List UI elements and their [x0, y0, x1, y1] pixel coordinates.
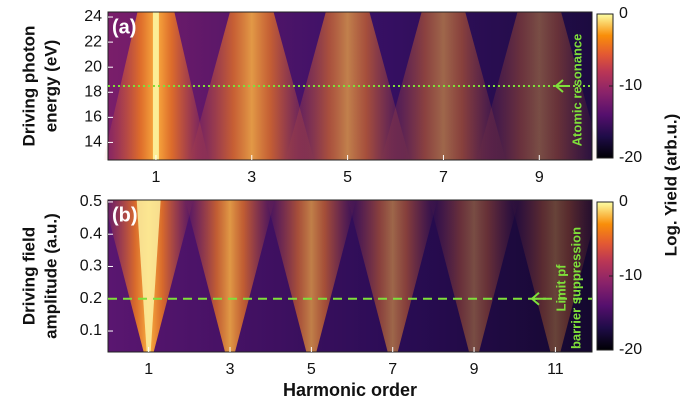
annotation-arrow: [554, 79, 570, 93]
harmonic-plume: [266, 200, 357, 352]
x-tick-label: 1: [151, 169, 160, 186]
y-tick-label: 20: [84, 58, 102, 75]
x-tick-label: 1: [144, 361, 153, 378]
y-tick-label: 22: [84, 33, 102, 50]
colorbar-label: Log. Yield (arb.u.): [661, 114, 680, 257]
x-tick-label: 9: [535, 169, 544, 186]
harmonic-plume: [510, 200, 601, 352]
colorbar-tick-label: -20: [619, 149, 642, 166]
colorbar-tick-label: -10: [619, 267, 642, 284]
x-tick-label: 3: [226, 361, 235, 378]
x-axis-label: Harmonic order: [283, 380, 417, 400]
x-tick-label: 11: [547, 361, 564, 378]
x-tick-label: 3: [247, 169, 256, 186]
y-tick-label: 0.3: [80, 258, 102, 275]
y-axis-label: energy (eV): [41, 40, 60, 133]
x-tick-label: 5: [343, 169, 352, 186]
annotation: barrier suppression: [568, 227, 583, 349]
annotation: Atomic resonance: [569, 34, 584, 147]
annotation: Limit pf: [553, 264, 568, 312]
x-tick-label: 5: [307, 361, 316, 378]
y-tick-label: 0.1: [80, 322, 102, 339]
colorbar-tick-label: -10: [619, 77, 642, 94]
harmonic-plume: [185, 200, 275, 352]
annotation-arrow: [530, 291, 546, 306]
y-tick-label: 14: [84, 134, 102, 151]
x-tick-label: 7: [388, 361, 397, 378]
panel-label: (a): [112, 16, 136, 38]
colorbar-tick-label: 0: [619, 5, 628, 22]
plot-frame: [107, 199, 593, 353]
harmonic-plume: [189, 12, 315, 160]
panel-label: (b): [112, 204, 138, 226]
colorbar-tick-label: -20: [619, 341, 642, 358]
y-axis-label: Driving field: [19, 227, 38, 325]
harmonic-plume: [347, 200, 438, 352]
colorbar-tick-label: 0: [619, 193, 628, 210]
x-tick-label: 9: [470, 361, 479, 378]
y-tick-label: 16: [84, 109, 102, 126]
y-axis-label: Driving photon: [19, 26, 38, 147]
y-tick-label: 0.2: [80, 290, 102, 307]
x-tick-label: 7: [439, 169, 448, 186]
harmonic-plume: [429, 200, 519, 352]
y-tick-label: 24: [84, 8, 102, 25]
harmonic-peak: [152, 12, 159, 160]
y-tick-label: 0.4: [80, 225, 102, 242]
y-axis-label: amplitude (a.u.): [41, 213, 60, 339]
y-tick-label: 18: [84, 83, 102, 100]
harmonic-plume: [285, 12, 410, 160]
y-tick-label: 0.5: [80, 193, 102, 210]
harmonic-peak: [136, 200, 161, 352]
